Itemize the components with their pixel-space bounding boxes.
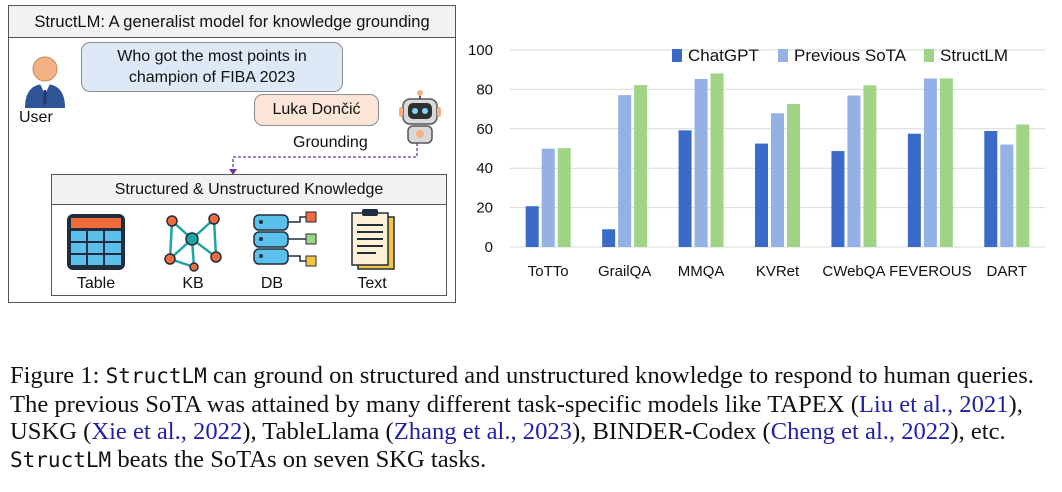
knowledge-label-kb: KB — [182, 275, 204, 292]
knowledge-label-table: Table — [76, 275, 116, 292]
bar-previous-sota-totto — [541, 148, 555, 247]
legend-swatch — [672, 49, 682, 62]
grounding-label: Grounding — [293, 134, 368, 151]
caption-text-2: ), USKG ( — [10, 390, 1023, 446]
caption-text-3: ), TableLlama ( — [242, 418, 394, 445]
bar-chatgpt-mmqa — [678, 130, 692, 247]
illustration-panel: StructLM: A generalist model for knowled… — [8, 5, 456, 303]
bar-chatgpt-feverous — [907, 133, 921, 247]
bar-structlm-cwebqa — [863, 85, 877, 247]
knowledge-box: Structured & Unstructured Knowledge Tabl… — [51, 174, 447, 296]
caption-text-6: beats the SoTAs on seven SKG tasks. — [117, 445, 487, 473]
legend-label: ChatGPT — [688, 46, 759, 65]
grounding-arrow — [229, 143, 418, 175]
knowledge-graph-icon — [164, 213, 222, 272]
question-line-2: champion of FIBA 2023 — [128, 69, 296, 86]
bar-previous-sota-feverous — [923, 78, 937, 247]
bar-structlm-totto — [557, 148, 571, 247]
x-tick-label: CWebQA — [822, 263, 885, 280]
robot-icon — [399, 90, 441, 144]
knowledge-label-text: Text — [357, 275, 387, 292]
panel-title: StructLM: A generalist model for knowled… — [9, 6, 455, 38]
bar-previous-sota-dart — [1000, 144, 1014, 247]
database-icon — [253, 211, 317, 267]
user-icon — [25, 56, 65, 108]
knowledge-title: Structured & Unstructured Knowledge — [52, 175, 446, 205]
citation-zhang[interactable]: Zhang et al., 2023 — [393, 418, 572, 445]
figure-caption: Figure 1: StructLM can ground on structu… — [10, 362, 1056, 474]
legend-label: StructLM — [940, 46, 1008, 65]
y-tick-label: 0 — [485, 239, 493, 256]
bar-structlm-dart — [1016, 124, 1030, 247]
bar-chart: 0 20 40 60 80 100 ToTTo GrailQA MMQA KVRet CWebQA F… — [468, 42, 1045, 280]
x-tick-label: DART — [987, 263, 1028, 280]
caption-model-name: StructLM — [105, 364, 207, 388]
citation-xie[interactable]: Xie et al., 2022 — [91, 418, 243, 445]
caption-text-4: ), BINDER-Codex ( — [571, 418, 771, 445]
caption-model-name-2: StructLM — [10, 447, 112, 472]
bar-previous-sota-cwebqa — [847, 95, 861, 247]
legend-label: Previous SoTA — [794, 46, 907, 65]
table-icon — [67, 214, 125, 270]
x-tick-label: KVRet — [756, 263, 800, 280]
bar-previous-sota-grailqa — [618, 95, 632, 247]
user-question-bubble: Who got the most points in champion of F… — [81, 42, 343, 92]
caption-fig-label: Figure 1: — [10, 362, 100, 389]
knowledge-label-db: DB — [260, 275, 284, 292]
x-tick-label: GrailQA — [598, 263, 651, 280]
bar-structlm-grailqa — [634, 85, 648, 247]
question-line-1: Who got the most points in — [117, 48, 307, 65]
x-tick-label: ToTTo — [528, 263, 569, 280]
x-tick-label: FEVEROUS — [889, 263, 972, 280]
y-tick-label: 20 — [476, 200, 493, 217]
bar-structlm-mmqa — [710, 73, 724, 248]
bar-chatgpt-dart — [984, 130, 998, 247]
bar-structlm-feverous — [939, 78, 953, 247]
legend-swatch — [778, 49, 788, 62]
y-tick-label: 60 — [476, 121, 493, 138]
citation-cheng[interactable]: Cheng et al., 2022 — [770, 418, 951, 445]
bar-structlm-kvret — [787, 103, 800, 247]
bar-chatgpt-grailqa — [602, 229, 616, 247]
bar-previous-sota-kvret — [771, 113, 784, 247]
bar-chatgpt-cwebqa — [831, 151, 845, 247]
bar-previous-sota-mmqa — [694, 78, 708, 247]
caption-text-5: ), etc. — [950, 418, 1006, 445]
bar-chatgpt-kvret — [755, 143, 768, 247]
y-tick-label: 80 — [476, 81, 493, 98]
bar-chatgpt-totto — [525, 206, 539, 247]
legend-swatch — [924, 49, 934, 62]
caption-text-1: can ground on structured and unstructure… — [10, 362, 1034, 418]
y-tick-label: 40 — [476, 160, 493, 177]
x-tick-label: MMQA — [678, 263, 725, 280]
user-label: User — [19, 109, 53, 126]
document-icon — [351, 209, 395, 270]
answer-bubble: Luka Dončić — [254, 94, 379, 126]
y-tick-label: 100 — [468, 42, 493, 59]
citation-liu[interactable]: Liu et al., 2021 — [858, 390, 1009, 418]
